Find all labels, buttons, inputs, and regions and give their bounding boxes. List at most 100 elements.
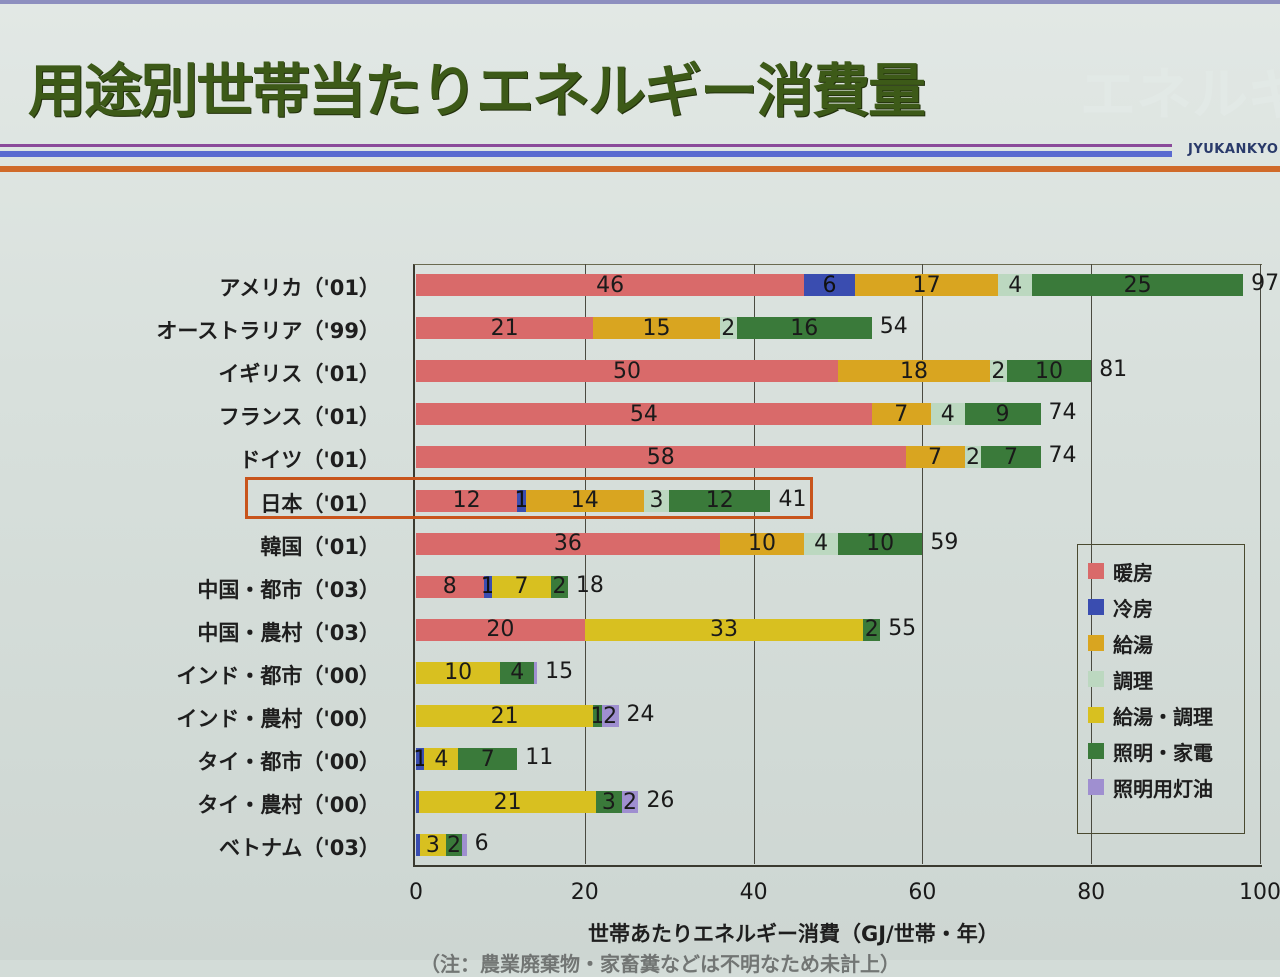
legend-items: 暖房冷房給湯調理給湯・調理照明・家電照明用灯油 [1088, 553, 1244, 805]
category-label: ドイツ（'01） [239, 448, 380, 473]
bar-total-label: 74 [1048, 443, 1077, 469]
bar-segment-lighting-appliances: 10 [1006, 359, 1092, 384]
legend-label: 冷房 [1113, 596, 1153, 621]
bar-total-label: 11 [525, 745, 554, 771]
legend-item-hot-water-cooking: 給湯・調理 [1088, 697, 1244, 733]
bar-segment-lighting-kerosene: 2 [601, 703, 619, 729]
legend-swatch [1088, 779, 1104, 795]
bar-segment-cooking: 3 [643, 488, 670, 513]
legend-swatch [1088, 599, 1104, 615]
bar-segment-cooking: 2 [719, 315, 737, 341]
bar-segment-hot-water: 7 [905, 445, 965, 470]
bar-segment-cooking: 4 [998, 273, 1033, 298]
bar-total-label: 41 [778, 486, 807, 512]
legend-swatch [1088, 743, 1104, 759]
bar-segment-lighting-appliances: 16 [736, 316, 872, 341]
stacked-bar: 12 1 14 3 12 [416, 488, 771, 513]
stacked-bar: 21 3 2 [416, 789, 639, 815]
bar-total-label: 26 [646, 788, 675, 814]
stacked-bar: 46 6 17 4 25 [416, 273, 1244, 298]
bar-segment-hot-water: 15 [593, 316, 720, 341]
bar-segment-cooling [416, 791, 419, 814]
stacked-bar: 36 10 4 10 [416, 531, 923, 556]
gridline-100 [1260, 264, 1261, 864]
legend-swatch [1088, 635, 1104, 651]
bar-segment-cooking: 2 [989, 358, 1007, 384]
bar-segment-lighting-appliances: 3 [596, 790, 622, 815]
legend-item-heating: 暖房 [1088, 553, 1244, 589]
bar-segment-heating: 50 [416, 359, 838, 384]
bar-segment-hot-water: 7 [871, 402, 931, 427]
category-label: 中国・農村（'03） [197, 620, 380, 645]
stacked-bar: 50 18 2 10 [416, 358, 1092, 384]
legend-item-hot-water: 給湯 [1088, 625, 1244, 661]
bar-segment-cooling: 1 [514, 488, 529, 513]
legend-swatch [1088, 671, 1104, 687]
category-label: タイ・農村（'00） [197, 793, 380, 818]
legend-item-lighting-kerosene: 照明用灯油 [1088, 769, 1244, 805]
x-tick-label: 20 [570, 880, 599, 905]
legend-label: 給湯 [1113, 632, 1153, 657]
legend-label: 照明・家電 [1113, 740, 1213, 765]
gridline-60 [922, 264, 924, 864]
category-label: タイ・都市（'00） [197, 750, 380, 775]
legend-item-cooling: 冷房 [1088, 589, 1244, 625]
bar-segment-cooking: 4 [930, 402, 965, 427]
slide-title: 用途別世帯当たりエネルギー消費量 [28, 57, 926, 125]
bar-segment-heating: 58 [416, 445, 906, 470]
legend-label: 給湯・調理 [1113, 704, 1213, 729]
stacked-bar: 21 1 2 [416, 703, 619, 729]
bar-segment-cooling: 1 [480, 574, 495, 600]
bar-segment-hot-water: 14 [525, 488, 644, 513]
category-label: オーストラリア（'99） [156, 319, 380, 344]
bar-segment-cooling: 1 [413, 746, 428, 772]
bar-segment-heating: 46 [416, 273, 805, 298]
category-label: イギリス（'01） [218, 362, 380, 387]
bar-segment-hot-water-cooking: 21 [419, 790, 597, 815]
stacked-bar: 20 33 2 [416, 617, 881, 642]
bar-segment-lighting-appliances: 10 [837, 531, 923, 556]
category-label: 中国・都市（'03） [197, 577, 380, 602]
bar-segment-lighting-appliances: 7 [981, 445, 1041, 470]
bar-segment-cooking: 4 [804, 531, 838, 556]
bar-segment-hot-water-cooking: 4 [424, 747, 459, 772]
bar-total-label: 97 [1251, 271, 1280, 296]
bar-segment-lighting-appliances: 2 [445, 832, 463, 858]
bar-segment-lighting-appliances: 9 [964, 402, 1041, 427]
bar-segment-heating: 54 [416, 402, 872, 427]
bar-segment-lighting-kerosene [462, 834, 467, 857]
bar-segment-lighting-kerosene [534, 661, 538, 684]
bar-segment-lighting-appliances: 12 [669, 488, 771, 513]
bar-segment-hot-water: 17 [854, 273, 999, 298]
bar-total-label: 15 [545, 658, 574, 684]
bar-total-label: 24 [626, 702, 655, 727]
chart-legend: 暖房冷房給湯調理給湯・調理照明・家電照明用灯油 [1077, 544, 1245, 834]
x-tick-label: 0 [409, 880, 423, 905]
legend-label: 暖房 [1113, 560, 1153, 585]
header-stripe-purple [0, 144, 1172, 147]
x-tick-label: 40 [739, 880, 768, 905]
background-ghost-text: エネルギ [1080, 63, 1280, 128]
bar-segment-cooking: 2 [964, 444, 982, 470]
bar-segment-lighting-appliances: 1 [590, 703, 605, 729]
category-label: フランス（'01） [218, 405, 380, 430]
legend-item-cooking: 調理 [1088, 661, 1244, 697]
category-label: インド・都市（'00） [176, 663, 380, 688]
bar-segment-hot-water-cooking: 7 [491, 574, 552, 599]
bar-segment-heating: 12 [416, 488, 518, 513]
header-stripe-blue [0, 151, 1172, 157]
bar-total-label: 18 [575, 572, 604, 598]
plot-area [413, 264, 1262, 867]
bar-segment-lighting-kerosene: 2 [621, 789, 639, 815]
bar-total-label: 74 [1048, 400, 1077, 426]
legend-label: 調理 [1113, 668, 1153, 693]
footer-note: （注：農業廃棄物・家畜糞などは不明なため未計上） [420, 952, 900, 976]
brand-logo-text: JYUKANKYO [1188, 142, 1279, 157]
top-border-line [0, 0, 1280, 4]
category-label: 日本（'01） [260, 491, 380, 516]
x-tick-label: 60 [908, 880, 937, 905]
